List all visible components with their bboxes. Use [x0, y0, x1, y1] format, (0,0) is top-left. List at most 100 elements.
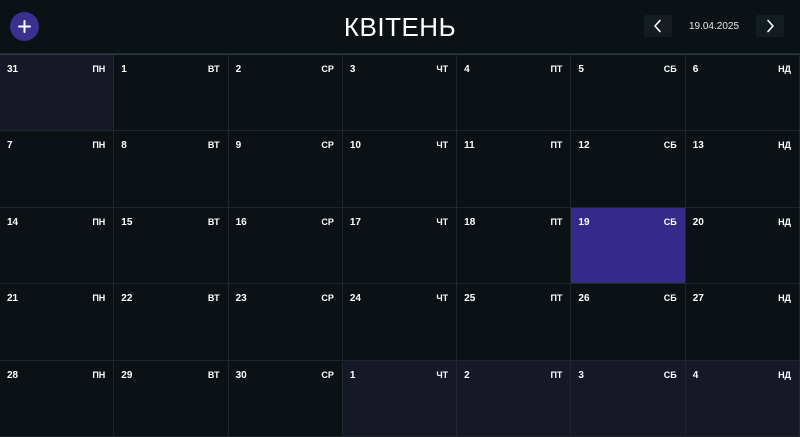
calendar-day[interactable]: 2 ПТ: [457, 360, 572, 437]
day-of-week: СБ: [663, 369, 677, 380]
calendar-day[interactable]: 9 СР: [228, 131, 343, 208]
day-of-week: ПН: [92, 293, 106, 304]
day-number: 4: [692, 369, 699, 381]
day-number: 20: [692, 216, 704, 228]
day-number: 21: [7, 293, 19, 305]
calendar-day[interactable]: 1 ВТ: [114, 55, 229, 132]
day-number: 23: [235, 293, 247, 305]
next-month-button[interactable]: [756, 15, 784, 37]
calendar-day[interactable]: 4 ПТ: [457, 55, 572, 132]
day-number: 19: [578, 216, 590, 228]
day-of-week: СР: [321, 140, 334, 151]
calendar-day[interactable]: 27 НД: [685, 284, 800, 361]
calendar-day[interactable]: 11 ПТ: [457, 131, 572, 208]
chevron-left-icon: [654, 19, 661, 33]
day-of-week: ПН: [92, 369, 106, 380]
calendar-day[interactable]: 15 ВТ: [114, 207, 229, 285]
calendar-day[interactable]: 3 ЧТ: [342, 55, 458, 132]
day-number: 24: [349, 293, 361, 305]
day-of-week: ПН: [92, 216, 106, 227]
day-of-week: НД: [778, 369, 791, 380]
day-number: 10: [349, 140, 361, 152]
day-number: 2: [464, 369, 470, 381]
day-of-week: СБ: [663, 216, 677, 227]
day-of-week: ВТ: [207, 369, 220, 380]
day-number: 9: [235, 140, 242, 152]
day-number: 3: [349, 64, 356, 75]
day-of-week: ВТ: [207, 216, 220, 227]
calendar-day[interactable]: 5 СБ: [571, 55, 686, 132]
calendar-day[interactable]: 31 ПН: [0, 55, 115, 132]
day-of-week: ПТ: [550, 293, 563, 304]
calendar-day[interactable]: 22 ВТ: [114, 284, 229, 361]
day-number: 8: [121, 140, 127, 152]
calendar-day[interactable]: 23 СР: [228, 284, 343, 361]
current-date: 19.04.2025: [688, 20, 740, 32]
calendar-day[interactable]: 17 ЧТ: [342, 207, 458, 285]
day-number: 12: [578, 140, 590, 152]
day-of-week: НД: [778, 64, 791, 74]
calendar-day[interactable]: 20 НД: [685, 207, 800, 285]
calendar-day[interactable]: 25 ПТ: [457, 284, 572, 361]
calendar-day[interactable]: 30 СР: [228, 360, 343, 437]
calendar-day[interactable]: 18 ПТ: [457, 207, 572, 285]
calendar-day[interactable]: 21 ПН: [0, 284, 115, 361]
day-of-week: СБ: [663, 64, 677, 74]
calendar-day[interactable]: 28 ПН: [0, 360, 115, 437]
day-of-week: СР: [321, 369, 334, 380]
day-number: 13: [692, 140, 704, 152]
calendar-header: КВІТЕНЬ 19.04.2025: [0, 0, 800, 54]
day-of-week: ЧТ: [436, 293, 449, 304]
day-number: 27: [692, 293, 704, 305]
chevron-right-icon: [767, 19, 774, 33]
calendar-day[interactable]: 12 СБ: [571, 131, 686, 208]
prev-month-button[interactable]: [644, 15, 672, 37]
day-of-week: ПН: [92, 64, 106, 74]
day-of-week: ВТ: [207, 140, 220, 151]
day-number: 6: [692, 64, 699, 75]
day-number: 3: [578, 369, 584, 381]
day-number: 2: [235, 64, 242, 75]
calendar-day[interactable]: 7 ПН: [0, 131, 115, 208]
calendar-day[interactable]: 24 ЧТ: [342, 284, 458, 361]
day-number: 15: [121, 216, 133, 228]
day-of-week: СР: [321, 293, 334, 304]
day-number: 22: [121, 293, 133, 305]
day-of-week: СБ: [663, 293, 677, 304]
add-event-button[interactable]: [10, 12, 39, 41]
calendar-day[interactable]: 1 ЧТ: [342, 360, 458, 437]
day-of-week: ПТ: [550, 64, 563, 74]
day-number: 1: [121, 64, 127, 75]
day-number: 26: [578, 293, 590, 305]
day-number: 5: [578, 64, 584, 75]
day-number: 7: [7, 140, 13, 152]
day-number: 11: [464, 140, 475, 152]
day-number: 1: [349, 369, 356, 381]
calendar-day[interactable]: 10 ЧТ: [342, 131, 458, 208]
calendar-day[interactable]: 2 СР: [228, 55, 343, 132]
calendar-day[interactable]: 6 НД: [685, 55, 800, 132]
calendar-day[interactable]: 13 НД: [685, 131, 800, 208]
day-of-week: ПТ: [550, 369, 563, 380]
day-number: 4: [464, 64, 470, 75]
calendar-day[interactable]: 29 ВТ: [114, 360, 229, 437]
day-number: 14: [7, 216, 19, 228]
date-navigation: 19.04.2025: [644, 15, 784, 37]
calendar-grid: 31 ПН 1 ВТ 2 СР 3 ЧТ 4 ПТ 5 СБ 6 НД 7 ПН 8 ВТ 9 СР 10 ЧТ 11 ПТ 1…: [0, 54, 800, 437]
day-number: 17: [349, 216, 361, 228]
calendar-day[interactable]: 4 НД: [685, 360, 800, 437]
calendar-day[interactable]: 8 ВТ: [114, 131, 229, 208]
day-of-week: ЧТ: [436, 140, 449, 151]
day-number: 28: [7, 369, 19, 381]
calendar-day[interactable]: 16 СР: [228, 207, 343, 285]
day-number: 31: [7, 64, 19, 75]
calendar-day[interactable]: 14 ПН: [0, 207, 115, 285]
calendar-day[interactable]: 26 СБ: [571, 284, 686, 361]
day-number: 30: [235, 369, 247, 381]
day-of-week: ЧТ: [436, 64, 449, 74]
day-of-week: СР: [321, 64, 334, 74]
day-of-week: СБ: [663, 140, 677, 151]
calendar-day[interactable]: 3 СБ: [571, 360, 686, 437]
calendar-day-today[interactable]: 19 СБ: [571, 207, 686, 285]
plus-icon: [18, 20, 31, 33]
